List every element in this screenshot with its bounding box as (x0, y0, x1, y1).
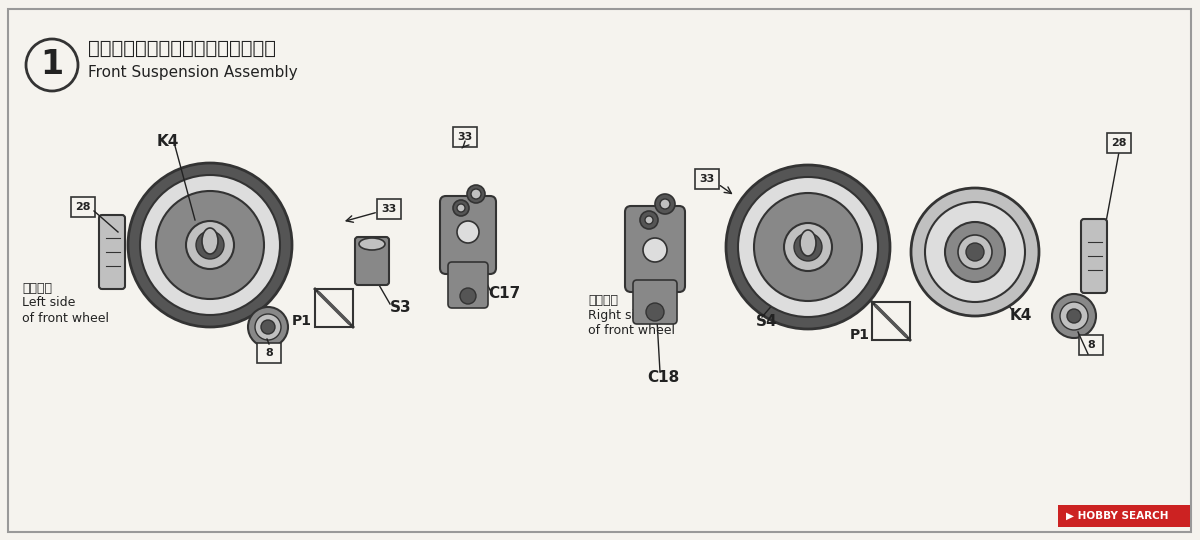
Text: 8: 8 (265, 348, 272, 358)
Circle shape (454, 200, 469, 216)
Circle shape (457, 204, 466, 212)
Text: K4: K4 (157, 134, 179, 150)
Circle shape (457, 221, 479, 243)
Circle shape (640, 211, 658, 229)
Circle shape (738, 177, 878, 317)
Text: S4: S4 (756, 314, 778, 329)
Circle shape (186, 221, 234, 269)
Text: ▶ HOBBY SEARCH: ▶ HOBBY SEARCH (1066, 511, 1169, 521)
FancyBboxPatch shape (448, 262, 488, 308)
Text: Front Suspension Assembly: Front Suspension Assembly (88, 64, 298, 79)
Text: C17: C17 (488, 287, 521, 301)
Circle shape (256, 314, 281, 340)
FancyBboxPatch shape (634, 280, 677, 324)
Circle shape (140, 175, 280, 315)
FancyBboxPatch shape (625, 206, 685, 292)
Text: of front wheel: of front wheel (22, 312, 109, 325)
Text: Right side: Right side (588, 308, 650, 321)
Text: 前輪左側: 前輪左側 (22, 281, 52, 294)
Text: 28: 28 (76, 202, 91, 212)
Ellipse shape (359, 238, 385, 250)
FancyBboxPatch shape (98, 215, 125, 289)
Bar (1058, 505, 1190, 527)
Circle shape (262, 320, 275, 334)
Circle shape (470, 189, 481, 199)
Circle shape (646, 303, 664, 321)
Circle shape (754, 193, 862, 301)
FancyBboxPatch shape (454, 127, 478, 147)
Text: Left side: Left side (22, 296, 76, 309)
Text: 前輪右側: 前輪右側 (588, 294, 618, 307)
Circle shape (646, 216, 653, 224)
Text: K4: K4 (1010, 308, 1032, 323)
Circle shape (946, 222, 1006, 282)
Text: P1: P1 (292, 314, 312, 328)
FancyBboxPatch shape (1081, 219, 1108, 293)
FancyBboxPatch shape (1108, 133, 1132, 153)
Text: P1: P1 (850, 328, 870, 342)
Circle shape (911, 188, 1039, 316)
Circle shape (925, 202, 1025, 302)
Text: C18: C18 (647, 370, 679, 386)
FancyBboxPatch shape (695, 169, 719, 189)
Text: 28: 28 (1111, 138, 1127, 148)
Text: 8: 8 (1087, 340, 1094, 350)
Circle shape (156, 191, 264, 299)
Text: 33: 33 (700, 174, 715, 184)
Text: of front wheel: of front wheel (588, 323, 674, 336)
Circle shape (660, 199, 670, 209)
FancyBboxPatch shape (440, 196, 496, 274)
FancyBboxPatch shape (257, 343, 281, 363)
Bar (872, 302, 910, 340)
FancyBboxPatch shape (355, 237, 389, 285)
Circle shape (26, 39, 78, 91)
Text: 33: 33 (457, 132, 473, 142)
Circle shape (726, 165, 890, 329)
Bar (314, 289, 353, 327)
Circle shape (784, 223, 832, 271)
Circle shape (1067, 309, 1081, 323)
Circle shape (958, 235, 992, 269)
Text: 33: 33 (382, 204, 397, 214)
Circle shape (1060, 302, 1088, 330)
Text: S3: S3 (390, 300, 412, 315)
Text: フロントサスペンションの組み立て: フロントサスペンションの組み立て (88, 38, 276, 57)
Circle shape (794, 233, 822, 261)
Circle shape (460, 288, 476, 304)
Circle shape (248, 307, 288, 347)
FancyBboxPatch shape (377, 199, 401, 219)
Ellipse shape (800, 230, 816, 256)
Circle shape (467, 185, 485, 203)
Circle shape (1052, 294, 1096, 338)
FancyBboxPatch shape (1079, 335, 1103, 355)
Circle shape (643, 238, 667, 262)
Circle shape (196, 231, 224, 259)
FancyBboxPatch shape (71, 197, 95, 217)
Text: 1: 1 (41, 49, 64, 82)
Circle shape (655, 194, 674, 214)
Circle shape (966, 243, 984, 261)
Circle shape (128, 163, 292, 327)
Ellipse shape (202, 228, 218, 254)
